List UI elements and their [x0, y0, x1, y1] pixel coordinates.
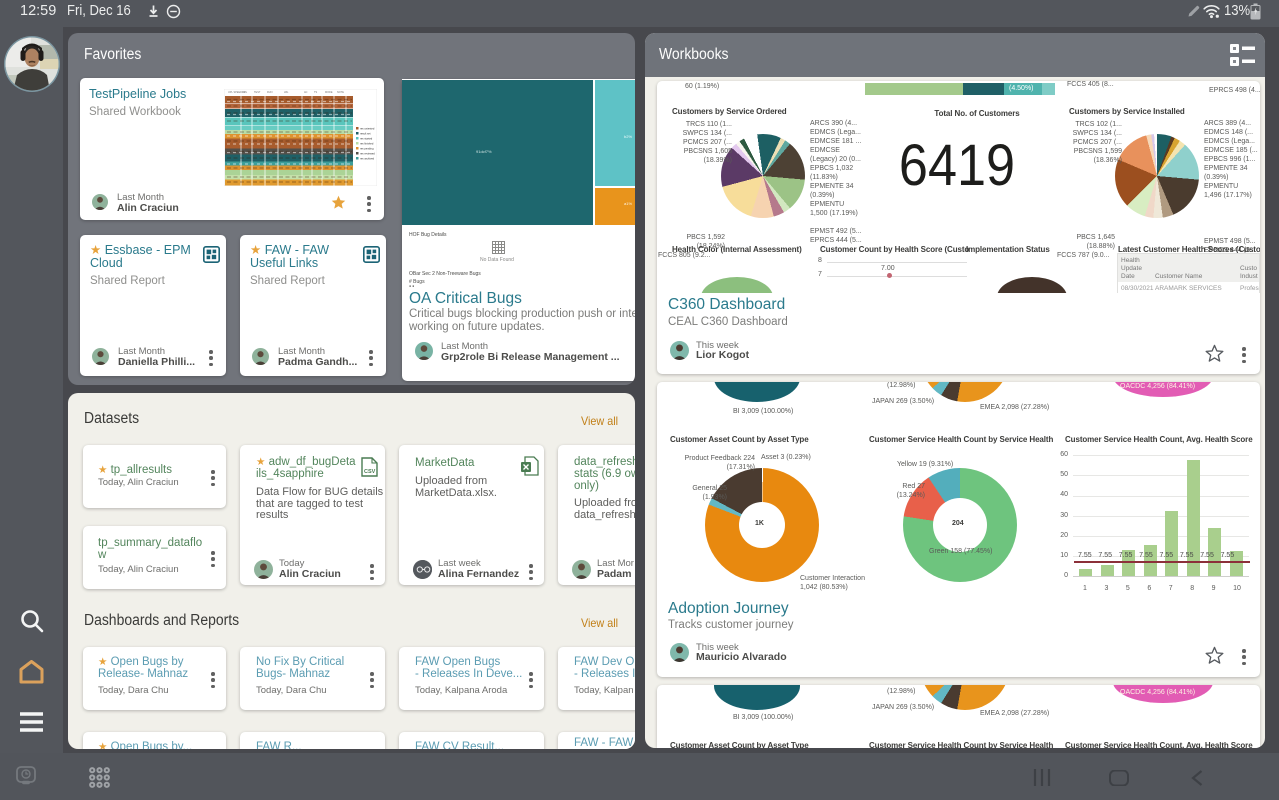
svg-text:res started: res started [360, 137, 373, 141]
svg-text:res pending: res pending [360, 147, 374, 151]
svg-text:UPL SPEEDUP: UPL SPEEDUP [228, 91, 246, 94]
svg-text:MODE: MODE [325, 91, 333, 94]
svg-text:NOTE: NOTE [337, 91, 344, 94]
svg-text:result set: result set [360, 132, 371, 136]
svg-text:res archived: res archived [360, 157, 375, 161]
svg-text:CSV: CSV [364, 469, 376, 475]
svg-text:TS: TS [314, 91, 318, 94]
svg-text:AC: AC [304, 91, 308, 94]
svg-text:res untested: res untested [360, 127, 375, 131]
svg-text:LBL: LBL [284, 91, 289, 94]
svg-text:TEST: TEST [254, 91, 261, 94]
svg-text:RUN: RUN [267, 91, 273, 94]
svg-text:COL: COL [242, 91, 248, 94]
svg-text:res finished: res finished [360, 142, 374, 146]
svg-text:res reviewed: res reviewed [360, 152, 375, 156]
